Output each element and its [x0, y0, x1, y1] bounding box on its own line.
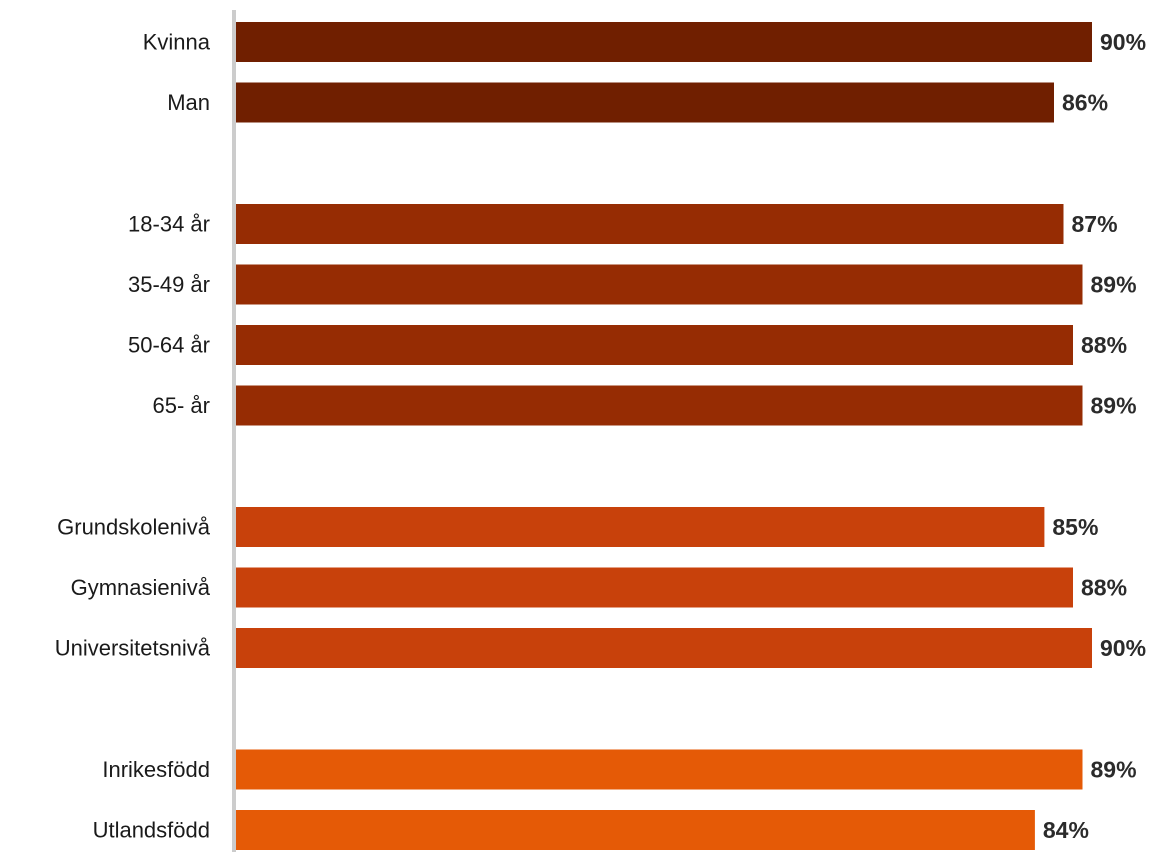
bar-gender-0 — [236, 22, 1092, 62]
value-label: 88% — [1081, 575, 1127, 601]
value-label: 86% — [1062, 90, 1108, 116]
bar-gender-1 — [236, 82, 1054, 123]
category-label: Inrikesfödd — [102, 757, 210, 782]
bar-origin-0 — [236, 749, 1083, 790]
category-label: Universitetsnivå — [55, 636, 211, 661]
category-label: Grundskolenivå — [57, 515, 211, 540]
value-label: 89% — [1091, 393, 1137, 419]
bar-age-2 — [236, 325, 1073, 365]
category-label: 18-34 år — [128, 212, 210, 237]
value-label: 89% — [1091, 757, 1137, 783]
bar-age-0 — [236, 204, 1064, 244]
category-label: Gymnasienivå — [71, 575, 211, 600]
value-label: 87% — [1072, 211, 1118, 237]
bar-age-3 — [236, 385, 1083, 426]
category-label: Kvinna — [143, 30, 211, 55]
value-label: 89% — [1091, 272, 1137, 298]
value-label: 90% — [1100, 635, 1146, 661]
category-label: Man — [167, 90, 210, 115]
category-label: 65- år — [153, 393, 210, 418]
bar-education-1 — [236, 567, 1073, 608]
value-label: 85% — [1052, 514, 1098, 540]
bar-age-1 — [236, 264, 1083, 305]
value-label: 88% — [1081, 332, 1127, 358]
bar-education-0 — [236, 507, 1045, 547]
category-label: 50-64 år — [128, 333, 210, 358]
bar-origin-1 — [236, 810, 1035, 850]
value-label: 90% — [1100, 29, 1146, 55]
category-label: Utlandsfödd — [93, 818, 210, 843]
category-label: 35-49 år — [128, 272, 210, 297]
value-label: 84% — [1043, 817, 1089, 843]
bar-education-2 — [236, 628, 1092, 668]
bars-layer: Kvinna 90% Man 86% 18-34 år 87% 35-49 år 89% 50-… — [55, 22, 1146, 850]
